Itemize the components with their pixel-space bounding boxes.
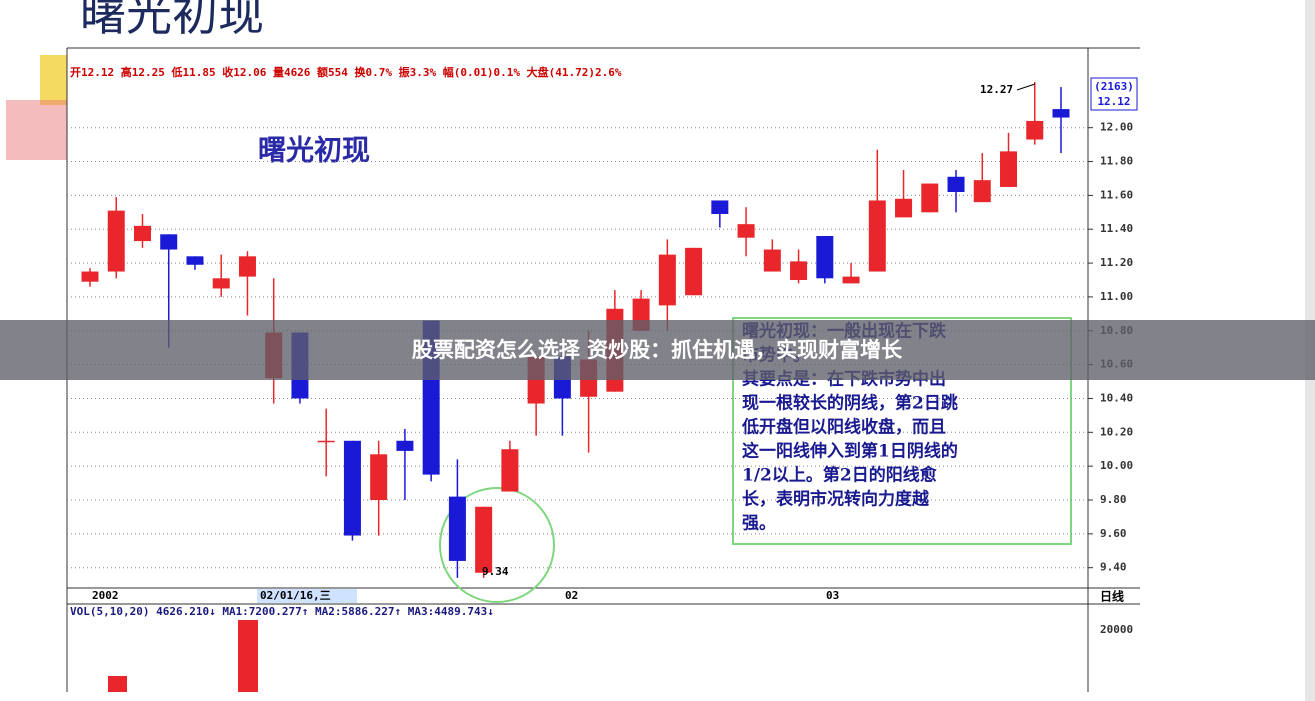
note-line: 强。: [742, 514, 776, 534]
y-tick-label: 11.00: [1100, 290, 1133, 303]
candle-body: [763, 249, 781, 272]
y-tick-label: 9.80: [1100, 493, 1127, 506]
y-tick-label: 10.40: [1100, 391, 1133, 404]
info-line: 开12.12 高12.25 低11.85 收12.06 量4626 额554 换…: [70, 65, 622, 79]
candle-body: [81, 271, 99, 282]
volume-header: VOL(5,10,20) 4626.210↓ MA1:7200.277↑ MA2…: [70, 605, 494, 618]
candle-body: [396, 440, 414, 451]
candle-body: [711, 200, 729, 214]
candle-body: [1000, 151, 1018, 187]
candle-body: [317, 440, 335, 443]
date-label: 02/01/16,三: [260, 589, 331, 602]
note-line: 长，表明市况转向力度越: [742, 489, 930, 510]
candle-body: [475, 506, 493, 573]
candle-body: [790, 261, 808, 280]
candle-body: [1026, 120, 1044, 140]
candle-body: [816, 236, 834, 279]
note-line: 1/2以上。第2日的阳线愈: [742, 465, 938, 486]
candle-body: [448, 496, 466, 561]
axis-header: 12.12: [1097, 95, 1130, 108]
candle-body: [238, 256, 256, 277]
y-tick-label: 10.00: [1100, 459, 1133, 472]
date-box: [257, 589, 357, 603]
banner-text: 股票配资怎么选择 资炒股：抓住机遇，实现财富增长: [412, 338, 903, 362]
y-tick-label: 11.40: [1100, 222, 1133, 235]
candle-body: [370, 454, 388, 500]
annotation-line: [1016, 83, 1036, 91]
candle-body: [160, 234, 178, 250]
y-tick-label: 11.80: [1100, 155, 1133, 168]
note-line: 现一根较长的阴线，第2日跳: [742, 393, 958, 414]
candle-body: [186, 256, 204, 265]
y-tick-label: 9.60: [1100, 527, 1127, 540]
page-title: 曙光初现: [80, 0, 264, 41]
annotation: 9.34: [482, 565, 509, 578]
candle-body: [947, 176, 965, 192]
candle-body: [737, 224, 755, 238]
volume-tick: 20000: [1100, 623, 1133, 636]
candle-body: [501, 449, 519, 492]
candle-body: [658, 254, 676, 306]
candle-body: [133, 225, 151, 242]
candle-body: [842, 276, 860, 284]
candle-body: [107, 210, 125, 272]
period-label: 日线: [1100, 589, 1124, 604]
candle-body: [921, 183, 939, 213]
note-box: [732, 317, 1072, 545]
note-line: 这一阳线伸入到第1日阴线的: [742, 441, 958, 462]
candle-body: [895, 198, 913, 218]
annotation: 12.27: [980, 83, 1013, 96]
candle-body: [343, 440, 361, 536]
volume-bar: [108, 676, 127, 692]
axis-header: (2163): [1094, 80, 1134, 93]
candle-body: [212, 278, 230, 289]
y-tick-label: 10.20: [1100, 425, 1133, 438]
banner: [0, 320, 1315, 380]
y-tick-label: 11.20: [1100, 256, 1133, 269]
y-tick-label: 11.60: [1100, 188, 1133, 201]
decor: [40, 55, 67, 105]
date-label: 03: [826, 589, 839, 602]
candle-body: [973, 180, 991, 203]
note-line: 低开盘但以阳线收盘，而且: [741, 417, 946, 438]
highlight-circle: [439, 487, 555, 603]
date-label: 02: [565, 589, 578, 602]
y-tick-label: 12.00: [1100, 121, 1133, 134]
axis-box: [1090, 77, 1138, 111]
candle-body: [1052, 109, 1070, 118]
chart-title: 曙光初现: [258, 134, 370, 167]
decor: [6, 100, 67, 160]
volume-bar: [238, 620, 258, 692]
date-label: 2002: [92, 589, 119, 602]
y-tick-label: 9.40: [1100, 561, 1127, 574]
candle-body: [685, 247, 703, 296]
candle-body: [868, 200, 886, 272]
